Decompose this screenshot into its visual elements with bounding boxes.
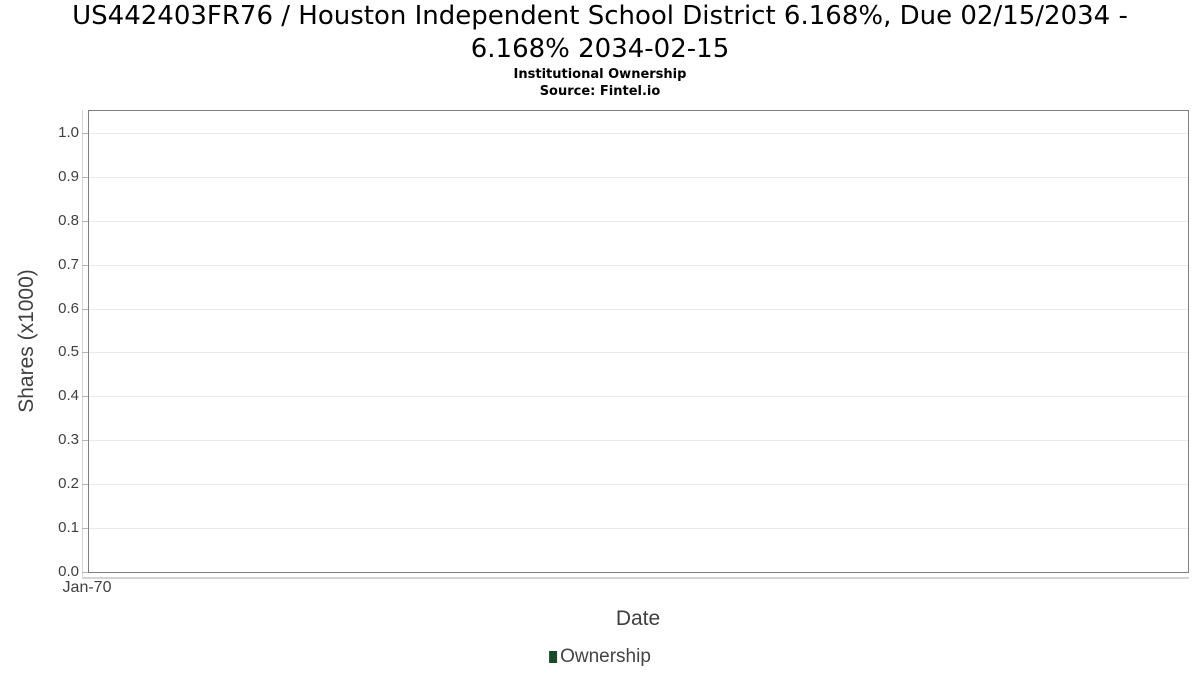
y-tick-label: 0.7 — [58, 256, 79, 273]
y-tick-label: 0.8 — [58, 212, 79, 229]
chart-header: US442403FR76 / Houston Independent Schoo… — [0, 0, 1200, 100]
y-tick-label: 0.6 — [58, 300, 79, 317]
legend-swatch-icon — [549, 651, 558, 663]
y-tick-mark — [82, 528, 88, 529]
y-tick-mark — [82, 177, 88, 178]
gridline — [89, 440, 1188, 441]
y-tick-label: 0.5 — [58, 343, 79, 360]
y-tick-label: 0.1 — [58, 519, 79, 536]
y-tick-label: 0.9 — [58, 168, 79, 185]
x-axis-line — [82, 577, 1189, 579]
y-tick-label: 1.0 — [58, 124, 79, 141]
legend-item-ownership[interactable]: Ownership — [549, 646, 651, 668]
legend-label: Ownership — [560, 646, 651, 667]
y-tick-label: 0.2 — [58, 475, 79, 492]
gridline — [89, 177, 1188, 178]
gridline — [89, 265, 1188, 266]
y-tick-mark — [82, 265, 88, 266]
chart-subtitle: Institutional Ownership — [513, 67, 687, 82]
plot-area — [88, 110, 1189, 573]
gridline — [89, 396, 1188, 397]
y-tick-mark — [82, 572, 88, 573]
chart-source: Source: Fintel.io — [539, 84, 661, 99]
x-tick-label: Jan-70 — [62, 579, 112, 596]
y-axis-line — [82, 110, 83, 578]
y-tick-mark — [82, 396, 88, 397]
y-tick-mark — [82, 440, 88, 441]
y-tick-mark — [82, 352, 88, 353]
y-tick-label: 0.3 — [58, 431, 79, 448]
y-tick-mark — [82, 484, 88, 485]
y-tick-label: 0.0 — [58, 563, 79, 580]
y-tick-mark — [82, 221, 88, 222]
chart-title-line1: US442403FR76 / Houston Independent Schoo… — [72, 1, 1128, 31]
chart-title-line2: 6.168% 2034-02-15 — [470, 34, 730, 64]
gridline — [89, 352, 1188, 353]
gridline — [89, 484, 1188, 485]
y-tick-mark — [82, 133, 88, 134]
gridline — [89, 309, 1188, 310]
x-axis-title: Date — [615, 607, 661, 630]
gridline — [89, 133, 1188, 134]
y-tick-mark — [82, 309, 88, 310]
gridline — [89, 221, 1188, 222]
gridline — [89, 528, 1188, 529]
y-tick-label: 0.4 — [58, 387, 79, 404]
